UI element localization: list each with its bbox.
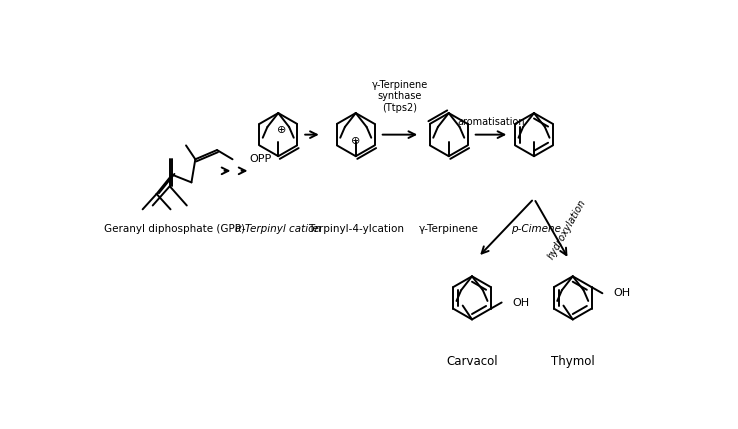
Text: hydroxylation: hydroxylation <box>546 197 588 260</box>
Text: ⊕: ⊕ <box>277 125 287 135</box>
Text: Carvacol: Carvacol <box>446 355 498 368</box>
Text: Geranyl diphosphate (GPP): Geranyl diphosphate (GPP) <box>104 224 245 233</box>
Text: γ-Terpinene
synthase
(Ttps2): γ-Terpinene synthase (Ttps2) <box>372 80 428 113</box>
Text: OH: OH <box>613 288 630 298</box>
Text: Thymol: Thymol <box>551 355 595 368</box>
Text: OH: OH <box>512 297 530 308</box>
Text: Terpinyl-4-ylcation: Terpinyl-4-ylcation <box>308 224 404 233</box>
Text: aromatisation: aromatisation <box>457 117 525 127</box>
Text: γ-Terpinene: γ-Terpinene <box>418 224 479 233</box>
Text: ⊕: ⊕ <box>351 136 360 146</box>
Text: α-Terpinyl cation: α-Terpinyl cation <box>235 224 321 233</box>
Text: p-Cimene: p-Cimene <box>511 224 561 233</box>
Text: OPP: OPP <box>249 154 272 164</box>
